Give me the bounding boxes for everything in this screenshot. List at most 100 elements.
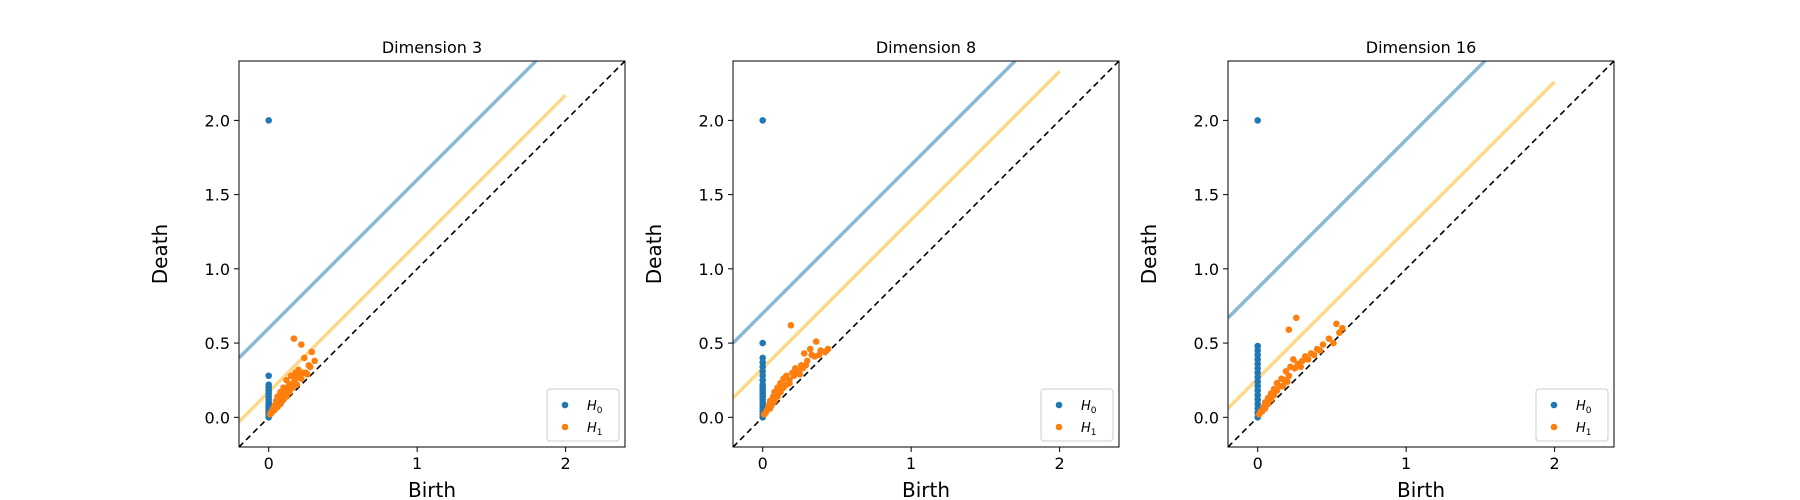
point-h1 xyxy=(303,370,311,378)
x-axis-label: Birth xyxy=(408,478,456,500)
y-tick-label: 1.0 xyxy=(205,260,230,279)
legend-marker-h0 xyxy=(1550,401,1558,409)
point-h1 xyxy=(1310,351,1318,359)
legend-marker-h1 xyxy=(561,423,569,431)
point-h1 xyxy=(1336,329,1343,336)
diagonal-line xyxy=(1228,61,1614,447)
point-h0 xyxy=(265,372,272,380)
plot-area xyxy=(239,61,625,447)
band-h1 xyxy=(733,70,1061,400)
point-h1 xyxy=(290,335,298,342)
x-tick-label: 1 xyxy=(906,454,916,473)
point-h1 xyxy=(1284,378,1291,385)
point-h1 xyxy=(1279,382,1287,390)
x-tick-label: 1 xyxy=(1401,454,1411,473)
band-h0 xyxy=(733,61,1017,345)
y-tick-label: 1.5 xyxy=(205,186,230,205)
point-h0 xyxy=(759,117,766,124)
legend-box xyxy=(1040,388,1114,442)
x-axis-label: Birth xyxy=(1397,478,1445,500)
point-h1 xyxy=(815,351,823,359)
legend-label-h0: H0 xyxy=(1081,399,1097,416)
legend-label-h1: H1 xyxy=(587,421,603,438)
point-h1 xyxy=(301,354,308,362)
x-tick-label: 0 xyxy=(1253,454,1263,473)
y-tick-label: 0.0 xyxy=(205,408,230,427)
point-h1 xyxy=(1285,372,1293,380)
point-h1 xyxy=(1319,341,1327,348)
point-h0 xyxy=(1254,117,1261,124)
panel-title: Dimension 3 xyxy=(382,38,482,57)
point-h1 xyxy=(760,411,768,418)
band-h0 xyxy=(1228,61,1488,320)
band-h1 xyxy=(239,93,567,423)
point-h1 xyxy=(1285,326,1293,334)
legend-marker-h0 xyxy=(561,401,569,409)
axes-frame xyxy=(238,60,626,448)
panel-2: 0 1 2 0.0 0.5 1.0 1.5 2.0 Dimension 8 Birth Death H… xyxy=(642,38,1120,500)
band-h0 xyxy=(239,61,538,360)
point-h1 xyxy=(1325,335,1333,342)
y-tick-label: 1.5 xyxy=(1194,186,1219,205)
legend-label-h1: H1 xyxy=(1081,421,1097,438)
point-h1 xyxy=(787,321,795,329)
y-tick-label: 0.5 xyxy=(205,334,230,353)
legend-marker-h1 xyxy=(1055,423,1063,431)
diagonal-line xyxy=(733,61,1119,447)
point-h1 xyxy=(808,351,815,359)
legend-box xyxy=(546,388,620,442)
y-tick-label: 0.0 xyxy=(699,408,724,427)
axes-frame xyxy=(1227,60,1615,448)
legend-label-h0: H0 xyxy=(1576,399,1592,416)
band-h1 xyxy=(1228,80,1556,410)
point-h1 xyxy=(1292,314,1300,322)
point-h1 xyxy=(1316,347,1324,354)
axes-frame xyxy=(732,60,1120,448)
point-h1 xyxy=(1255,411,1263,418)
legend-marker-h0 xyxy=(1055,401,1063,409)
point-h0 xyxy=(265,117,272,124)
point-h1 xyxy=(806,345,814,353)
y-tick-label: 1.0 xyxy=(1194,260,1219,279)
y-tick-label: 0.0 xyxy=(1194,408,1219,427)
point-h0 xyxy=(759,339,766,347)
point-h1 xyxy=(306,363,314,371)
y-axis-label: Death xyxy=(1137,224,1161,284)
x-tick-label: 1 xyxy=(412,454,422,473)
x-tick-label: 0 xyxy=(758,454,768,473)
point-h1 xyxy=(802,362,810,369)
panel-1: 0 1 2 0.0 0.5 1.0 1.5 2.0 Dimension 3 Birth Death H… xyxy=(148,38,626,500)
point-h1 xyxy=(800,350,808,357)
point-h1 xyxy=(1290,356,1297,363)
plot-area xyxy=(733,61,1119,447)
point-h1 xyxy=(308,348,316,356)
y-tick-label: 2.0 xyxy=(1194,111,1219,130)
panel-title: Dimension 8 xyxy=(876,38,976,57)
legend-marker-h1 xyxy=(1550,423,1558,431)
point-h1 xyxy=(266,411,274,418)
point-h1 xyxy=(1291,365,1299,372)
legend-box xyxy=(1535,388,1609,442)
point-h1 xyxy=(298,341,305,348)
y-tick-label: 0.5 xyxy=(1194,334,1219,353)
point-h1 xyxy=(1297,363,1305,371)
legend-label-h1: H1 xyxy=(1576,421,1592,438)
plot-area xyxy=(1228,61,1614,447)
y-tick-label: 1.0 xyxy=(699,260,724,279)
y-axis-label: Death xyxy=(642,224,666,284)
point-h1 xyxy=(311,357,319,365)
x-tick-label: 0 xyxy=(264,454,274,473)
x-tick-label: 2 xyxy=(1055,454,1065,473)
x-axis-label: Birth xyxy=(902,478,950,500)
point-h1 xyxy=(824,345,832,353)
panel-3: 0 1 2 0.0 0.5 1.0 1.5 2.0 Dimension 16 Birth Death… xyxy=(1137,38,1615,500)
point-h1 xyxy=(1304,356,1312,363)
y-tick-label: 0.5 xyxy=(699,334,724,353)
x-tick-label: 2 xyxy=(1550,454,1560,473)
y-axis-label: Death xyxy=(148,224,172,284)
panel-title: Dimension 16 xyxy=(1366,38,1477,57)
point-h1 xyxy=(284,384,292,391)
